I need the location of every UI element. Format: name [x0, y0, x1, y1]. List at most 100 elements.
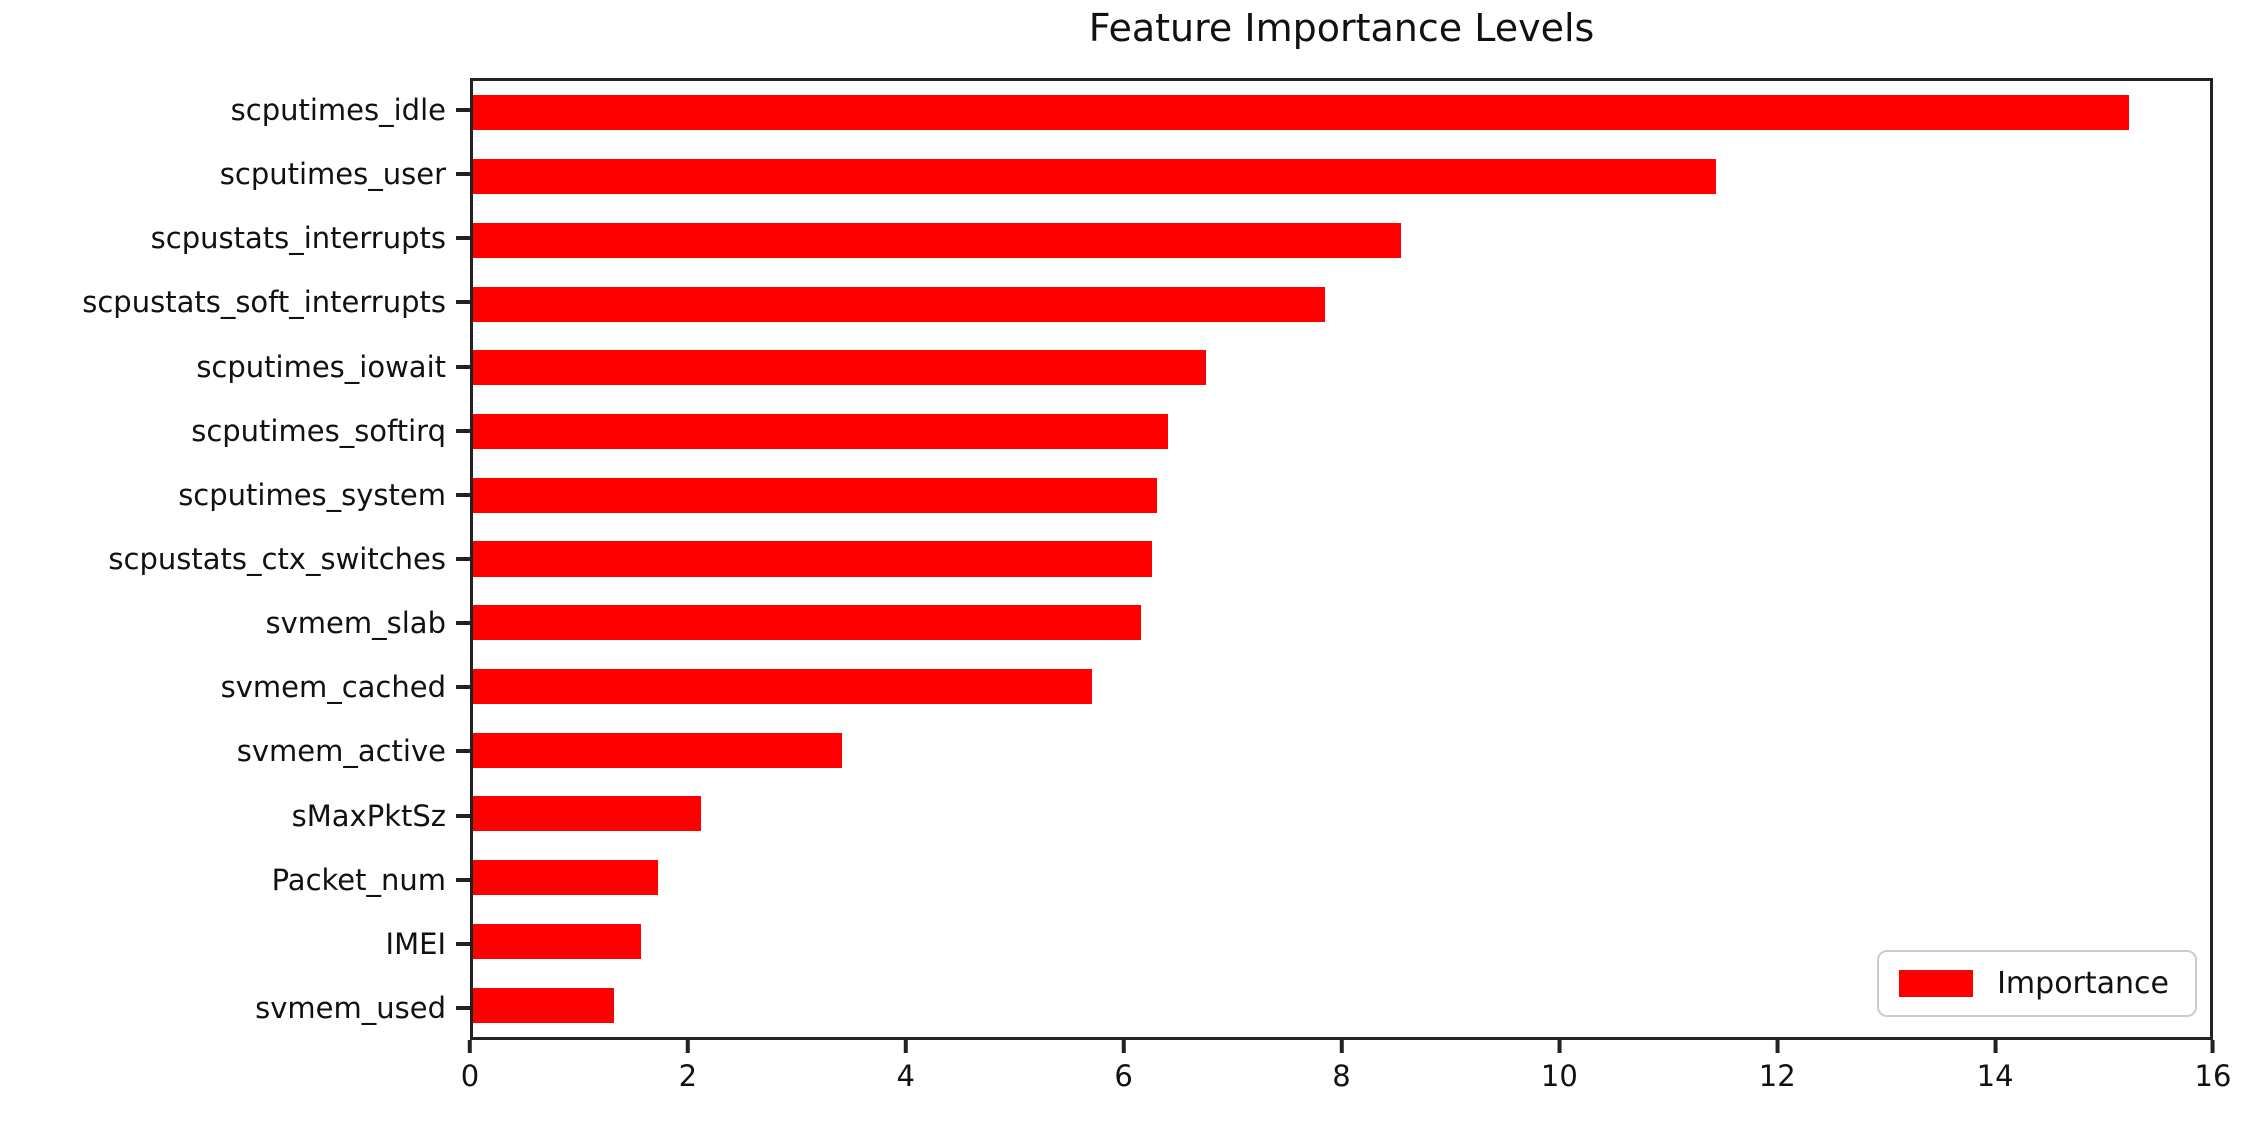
y-tick-mark — [456, 813, 470, 818]
x-tick-mark — [1557, 1040, 1562, 1053]
importance-bar — [473, 159, 1717, 195]
bar-row — [473, 782, 2210, 846]
x-tick-mark — [2211, 1040, 2215, 1053]
bar-row — [473, 145, 2210, 209]
x-tick-mark — [903, 1040, 908, 1053]
bar-row — [473, 527, 2210, 591]
bar-row — [473, 400, 2210, 464]
importance-bar — [473, 286, 1326, 322]
bar-row — [473, 591, 2210, 655]
y-label-cell: scpustats_interrupts — [0, 206, 470, 270]
bar-row — [473, 973, 2210, 1037]
importance-bar — [473, 860, 658, 896]
x-tick-mark — [1775, 1040, 1780, 1053]
x-tick: 6 — [1114, 1040, 1133, 1093]
importance-bar — [473, 796, 701, 832]
legend: Importance — [1877, 950, 2197, 1017]
y-label-cell: scpustats_ctx_switches — [0, 527, 470, 591]
y-label-cell: sMaxPktSz — [0, 784, 470, 848]
category-label: scputimes_system — [178, 477, 446, 512]
importance-bar — [473, 222, 1402, 258]
bar-row — [473, 910, 2210, 974]
bar-row — [473, 655, 2210, 719]
x-tick-label: 2 — [678, 1059, 698, 1093]
x-tick-label: 16 — [2194, 1059, 2232, 1093]
x-tick: 12 — [1759, 1040, 1796, 1093]
x-tick-mark — [467, 1040, 472, 1053]
x-tick: 2 — [679, 1040, 697, 1093]
category-label: Packet_num — [271, 862, 446, 897]
category-label: scpustats_ctx_switches — [108, 542, 446, 577]
x-tick: 16 — [2194, 1040, 2232, 1093]
importance-bar — [473, 414, 1168, 450]
category-label: scpustats_soft_interrupts — [82, 285, 446, 320]
importance-bar — [473, 605, 1141, 641]
x-tick: 10 — [1541, 1040, 1578, 1093]
y-tick-mark — [456, 492, 470, 497]
y-tick-mark — [456, 749, 470, 754]
x-tick-label: 6 — [1114, 1059, 1133, 1093]
category-label: svmem_slab — [265, 606, 446, 641]
y-label-cell: IMEI — [0, 912, 470, 976]
y-axis-labels: scputimes_idle scputimes_user scpustats_in… — [0, 78, 470, 1040]
legend-label: Importance — [1997, 966, 2169, 1001]
y-tick-mark — [456, 428, 470, 433]
x-tick: 0 — [461, 1040, 479, 1093]
importance-bar — [473, 987, 615, 1023]
category-label: IMEI — [385, 926, 446, 961]
y-label-cell: Packet_num — [0, 848, 470, 912]
category-label: scpustats_interrupts — [150, 221, 446, 256]
x-axis: 0 2 4 6 8 10 12 14 16 — [461, 1040, 2231, 1110]
y-label-cell: svmem_slab — [0, 591, 470, 655]
importance-bar — [473, 477, 1157, 513]
y-label-cell: scpustats_soft_interrupts — [0, 270, 470, 334]
y-tick-mark — [456, 172, 470, 177]
plot-area: Importance — [470, 78, 2213, 1040]
x-tick-mark — [1993, 1040, 1998, 1053]
importance-bar — [473, 95, 2129, 131]
x-tick-mark — [1339, 1040, 1344, 1053]
x-tick: 8 — [1332, 1040, 1351, 1093]
y-tick-mark — [456, 621, 470, 626]
importance-bar — [473, 732, 843, 768]
y-tick-mark — [456, 557, 470, 562]
y-label-cell: scputimes_iowait — [0, 335, 470, 399]
y-tick-mark — [456, 877, 470, 882]
y-tick-mark — [456, 1006, 470, 1011]
y-label-cell: svmem_cached — [0, 655, 470, 719]
category-label: scputimes_iowait — [196, 349, 446, 384]
category-label: scputimes_user — [219, 157, 446, 192]
importance-bar — [473, 541, 1152, 577]
y-tick-mark — [456, 685, 470, 690]
y-label-cell: scputimes_softirq — [0, 399, 470, 463]
bar-row — [473, 81, 2210, 145]
importance-bar — [473, 668, 1092, 704]
category-label: scputimes_softirq — [191, 413, 446, 448]
y-tick-mark — [456, 364, 470, 369]
category-label: svmem_active — [236, 734, 446, 769]
x-tick-label: 8 — [1332, 1059, 1351, 1093]
x-tick: 4 — [897, 1040, 915, 1093]
category-label: scputimes_idle — [230, 93, 446, 128]
category-label: svmem_used — [255, 991, 446, 1026]
x-tick: 14 — [1977, 1040, 2014, 1093]
category-label: svmem_cached — [220, 670, 446, 705]
bar-row — [473, 846, 2210, 910]
x-tick-label: 12 — [1758, 1059, 1796, 1093]
x-tick-mark — [685, 1040, 690, 1053]
bar-row — [473, 336, 2210, 400]
bar-row — [473, 208, 2210, 272]
y-label-cell: scputimes_idle — [0, 78, 470, 142]
x-tick-label: 14 — [1976, 1059, 2014, 1093]
x-tick-label: 4 — [896, 1059, 915, 1093]
bar-row — [473, 272, 2210, 336]
legend-color-swatch — [1899, 970, 1974, 997]
bar-row — [473, 463, 2210, 527]
x-tick-mark — [1121, 1040, 1126, 1053]
y-tick-mark — [456, 108, 470, 113]
y-label-cell: scputimes_user — [0, 142, 470, 206]
x-tick-label: 10 — [1540, 1059, 1578, 1093]
bar-row — [473, 718, 2210, 782]
category-label: sMaxPktSz — [291, 798, 446, 833]
